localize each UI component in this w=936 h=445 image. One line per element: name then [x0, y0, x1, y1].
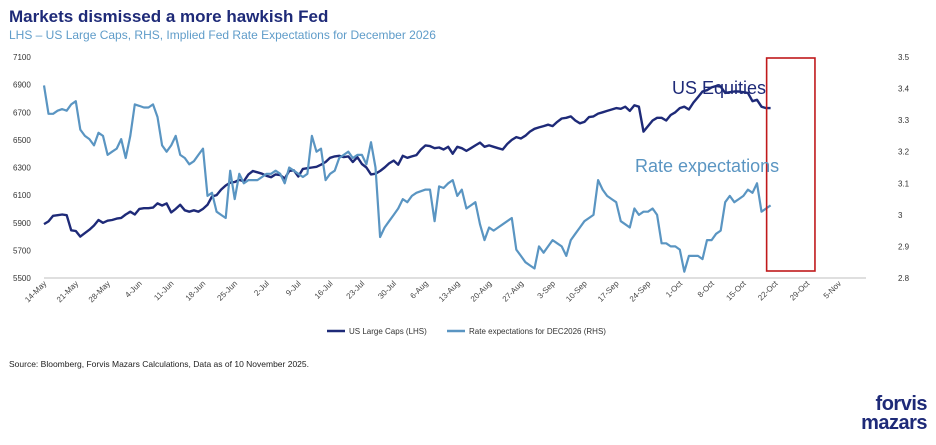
x-tick-label: 22-Oct	[756, 279, 780, 303]
x-tick-label: 10-Sep	[564, 279, 589, 304]
annotation-us-equities: US Equities	[672, 78, 766, 98]
x-tick-label: 28-May	[87, 279, 112, 304]
x-tick-label: 15-Oct	[724, 279, 748, 303]
y-right-tick-label: 3	[898, 211, 903, 220]
legend-label: Rate expectations for DEC2026 (RHS)	[469, 327, 606, 336]
x-tick-label: 8-Oct	[696, 279, 717, 300]
x-tick-label: 5-Nov	[822, 279, 843, 300]
y-left-tick-label: 6900	[13, 81, 31, 90]
y-left-tick-label: 6500	[13, 136, 31, 145]
legend-label: US Large Caps (LHS)	[349, 327, 427, 336]
y-left-tick-label: 7100	[13, 53, 31, 62]
y-left-tick-label: 5900	[13, 219, 31, 228]
x-tick-label: 1-Oct	[664, 279, 685, 300]
logo-line-1: forvis	[875, 393, 928, 415]
y-left-tick-label: 5700	[13, 246, 31, 255]
x-tick-label: 30-Jul	[376, 279, 398, 301]
x-tick-label: 2-Jul	[252, 279, 271, 298]
x-tick-label: 27-Aug	[501, 279, 526, 304]
y-right-tick-label: 3.2	[898, 148, 910, 157]
forvis-mazars-logo: forvis mazars	[835, 393, 928, 439]
y-right-tick-label: 3.1	[898, 179, 910, 188]
y-right-tick-label: 2.8	[898, 274, 910, 283]
x-tick-label: 18-Jun	[184, 279, 208, 303]
series-line-rate-expectations	[42, 85, 772, 273]
x-tick-label: 4-Jun	[123, 279, 144, 300]
x-tick-label: 29-Oct	[788, 279, 812, 303]
series-line-us-large-caps	[43, 84, 771, 238]
y-right-tick-label: 3.4	[898, 85, 910, 94]
x-tick-label: 24-Sep	[628, 279, 653, 304]
annotation-rate-expectations: Rate expectations	[635, 156, 779, 176]
x-tick-label: 17-Sep	[596, 279, 621, 304]
line-chart: 5500 5700 5900 6100 6300 6500 6700 6900 7100 2.8 2…	[13, 53, 910, 336]
x-tick-label: 6-Aug	[408, 279, 429, 300]
highlight-box	[765, 57, 816, 272]
chart-subtitle: LHS – US Large Caps, RHS, Implied Fed Ra…	[9, 28, 436, 42]
x-tick-label: 11-Jun	[152, 279, 175, 302]
x-tick-label: 21-May	[55, 279, 80, 304]
y-left-tick-label: 6300	[13, 164, 31, 173]
y-left-tick-label: 5500	[13, 274, 31, 283]
chart-title: Markets dismissed a more hawkish Fed	[9, 7, 329, 26]
x-tick-label: 13-Aug	[437, 279, 462, 304]
x-tick-label: 16-Jul	[313, 279, 335, 301]
x-tick-label: 20-Aug	[469, 279, 494, 304]
y-right-tick-label: 3.3	[898, 116, 910, 125]
x-tick-label: 9-Jul	[284, 279, 303, 298]
y-left-tick-label: 6700	[13, 108, 31, 117]
source-note: Source: Bloomberg, Forvis Mazars Calcula…	[9, 359, 309, 369]
y-right-tick-label: 2.9	[898, 242, 910, 251]
y-left-tick-label: 6100	[13, 191, 31, 200]
x-tick-label: 23-Jul	[345, 279, 367, 301]
logo-line-2: mazars	[861, 412, 927, 434]
x-tick-label: 3-Sep	[536, 279, 558, 301]
x-tick-label: 25-Jun	[215, 279, 239, 303]
y-right-tick-label: 3.5	[898, 53, 910, 62]
